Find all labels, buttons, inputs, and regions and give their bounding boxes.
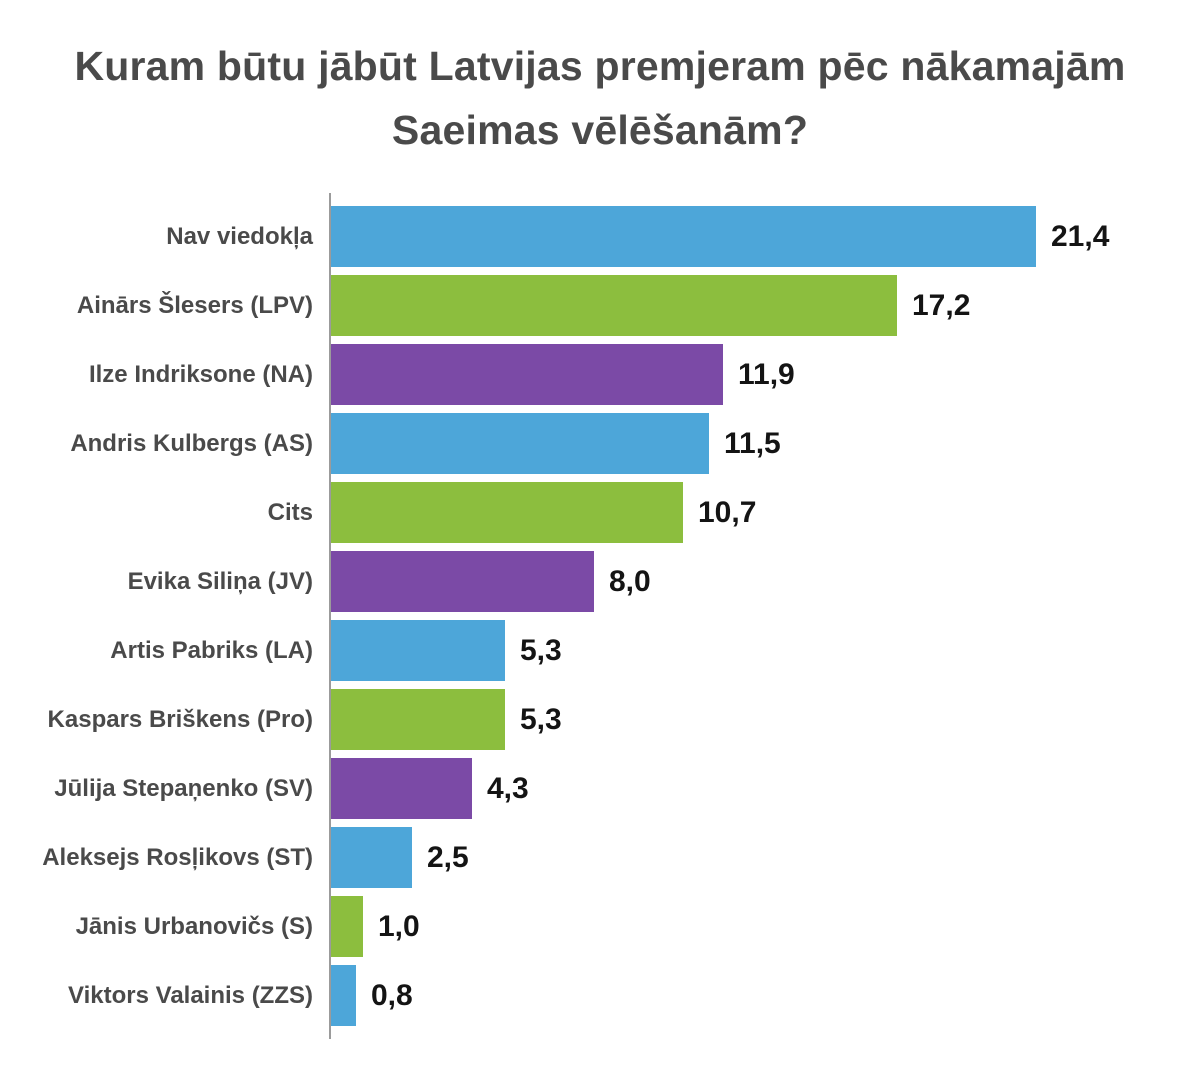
category-label: Evika Siliņa (JV) (127, 567, 313, 595)
bar-row: Aleksejs Rosļikovs (ST) 2,5 (0, 823, 1200, 892)
bar (330, 344, 723, 405)
bar (330, 896, 363, 957)
bar-chart: Nav viedokļa 21,4 Ainārs Šlesers (LPV) 1… (0, 193, 1200, 1039)
value-label: 1,0 (378, 909, 420, 943)
category-label: Jānis Urbanovičs (S) (75, 912, 313, 940)
bar-row: Ainārs Šlesers (LPV) 17,2 (0, 271, 1200, 340)
category-label: Jūlija Stepaņenko (SV) (54, 774, 313, 802)
category-label: Kaspars Briškens (Pro) (47, 705, 313, 733)
bar-row: Jūlija Stepaņenko (SV) 4,3 (0, 754, 1200, 823)
value-label: 17,2 (912, 288, 971, 322)
bar (330, 965, 356, 1026)
bar (330, 275, 897, 336)
category-label: Ainārs Šlesers (LPV) (76, 291, 313, 319)
bar (330, 689, 505, 750)
value-label: 0,8 (371, 978, 413, 1012)
bar-row: Kaspars Briškens (Pro) 5,3 (0, 685, 1200, 754)
bar (330, 413, 709, 474)
value-label: 10,7 (698, 495, 757, 529)
category-label: Nav viedokļa (166, 222, 313, 250)
value-label: 4,3 (487, 771, 529, 805)
bar-row: Jānis Urbanovičs (S) 1,0 (0, 892, 1200, 961)
bar (330, 551, 594, 612)
bar-row: Nav viedokļa 21,4 (0, 202, 1200, 271)
value-label: 5,3 (520, 633, 562, 667)
y-axis-line (329, 193, 331, 1039)
bar-row: Evika Siliņa (JV) 8,0 (0, 547, 1200, 616)
bar (330, 758, 472, 819)
bar-row: Ilze Indriksone (NA) 11,9 (0, 340, 1200, 409)
category-label: Cits (267, 498, 313, 526)
bar-row: Cits 10,7 (0, 478, 1200, 547)
bar-rows: Nav viedokļa 21,4 Ainārs Šlesers (LPV) 1… (0, 202, 1200, 1030)
category-label: Artis Pabriks (LA) (110, 636, 313, 664)
category-label: Viktors Valainis (ZZS) (68, 981, 313, 1009)
bar (330, 206, 1036, 267)
bar-row: Artis Pabriks (LA) 5,3 (0, 616, 1200, 685)
category-label: Aleksejs Rosļikovs (ST) (42, 843, 313, 871)
category-label: Andris Kulbergs (AS) (70, 429, 313, 457)
value-label: 2,5 (427, 840, 469, 874)
value-label: 11,9 (738, 357, 795, 391)
bar-row: Andris Kulbergs (AS) 11,5 (0, 409, 1200, 478)
value-label: 21,4 (1051, 219, 1110, 253)
bar (330, 482, 683, 543)
value-label: 8,0 (609, 564, 651, 598)
bar-row: Viktors Valainis (ZZS) 0,8 (0, 961, 1200, 1030)
category-label: Ilze Indriksone (NA) (88, 360, 313, 388)
value-label: 11,5 (724, 426, 781, 460)
bar (330, 620, 505, 681)
chart-title: Kuram būtu jābūt Latvijas premjeram pēc … (74, 43, 1126, 153)
bar (330, 827, 412, 888)
value-label: 5,3 (520, 702, 562, 736)
